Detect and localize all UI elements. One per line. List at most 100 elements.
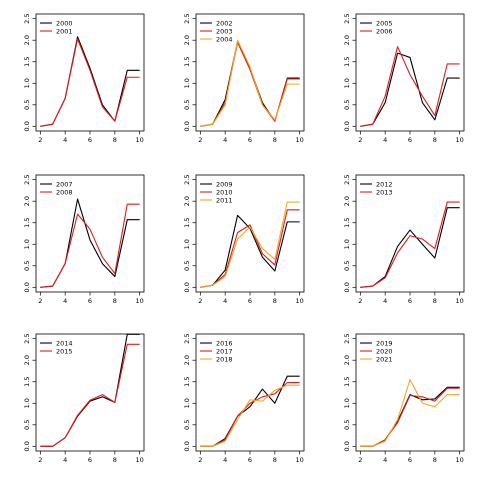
legend-label-2006: 2006 (376, 27, 393, 35)
y-tick-label: 1.5 (23, 218, 31, 228)
legend-label-2000: 2000 (56, 19, 73, 27)
y-tick-label: 2.0 (23, 196, 31, 206)
x-tick-label: 8 (113, 456, 117, 464)
y-tick-label: 2.0 (343, 196, 351, 206)
y-tick-label: 0.5 (183, 100, 191, 110)
y-tick-label: 1.5 (183, 377, 191, 387)
series-line-2000 (40, 36, 140, 127)
y-tick-label: 1.5 (183, 218, 191, 228)
x-tick-label: 4 (63, 297, 67, 305)
series-line-2015 (40, 343, 140, 447)
y-tick-label: 1.0 (343, 398, 351, 408)
plot-frame (195, 13, 305, 132)
x-tick-label: 2 (198, 456, 202, 464)
x-tick-label: 8 (433, 136, 437, 144)
y-tick-label: 1.5 (23, 57, 31, 67)
x-tick-label: 10 (136, 297, 144, 305)
legend-label-2012: 2012 (376, 180, 393, 188)
x-tick-label: 4 (383, 297, 387, 305)
legend-label-2010: 2010 (216, 188, 233, 196)
y-tick-label: 1.0 (343, 239, 351, 249)
series-line-2005 (360, 52, 460, 127)
y-tick-label: 2.5 (343, 14, 351, 24)
plot-frame (355, 174, 465, 293)
y-tick-label: 0.0 (343, 441, 351, 451)
legend-label-2016: 2016 (216, 339, 233, 347)
y-tick-label: 2.5 (343, 175, 351, 185)
legend-label-2009: 2009 (216, 180, 233, 188)
x-tick-label: 4 (223, 456, 227, 464)
plot-frame (35, 174, 145, 293)
x-tick-label: 8 (433, 456, 437, 464)
x-tick-label: 4 (223, 297, 227, 305)
x-tick-label: 8 (113, 136, 117, 144)
x-tick-label: 4 (63, 136, 67, 144)
legend-label-2005: 2005 (376, 19, 393, 27)
y-tick-label: 2.0 (23, 35, 31, 45)
x-tick-label: 8 (433, 297, 437, 305)
y-tick-label: 2.5 (23, 14, 31, 24)
y-tick-label: 1.5 (23, 377, 31, 387)
plot-frame (195, 174, 305, 293)
legend-label-2020: 2020 (376, 347, 393, 355)
x-tick-label: 2 (198, 297, 202, 305)
x-tick-label: 2 (358, 297, 362, 305)
x-tick-label: 10 (296, 136, 304, 144)
x-tick-label: 4 (383, 136, 387, 144)
y-tick-label: 2.0 (343, 355, 351, 365)
y-tick-label: 2.5 (343, 334, 351, 344)
x-tick-label: 6 (88, 136, 92, 144)
series-line-2013 (360, 201, 460, 288)
x-tick-label: 6 (408, 136, 412, 144)
legend-label-2014: 2014 (56, 339, 73, 347)
x-tick-label: 6 (88, 456, 92, 464)
legend-label-2015: 2015 (56, 347, 73, 355)
y-tick-label: 2.0 (183, 35, 191, 45)
x-tick-label: 8 (273, 297, 277, 305)
x-tick-label: 10 (136, 456, 144, 464)
x-tick-label: 10 (136, 136, 144, 144)
x-tick-label: 6 (408, 456, 412, 464)
plot-frame (35, 333, 145, 452)
legend-label-2021: 2021 (376, 355, 393, 363)
y-tick-label: 1.0 (23, 239, 31, 249)
x-tick-label: 2 (38, 456, 42, 464)
y-tick-label: 0.0 (343, 282, 351, 292)
y-tick-label: 1.5 (343, 218, 351, 228)
x-tick-label: 2 (38, 297, 42, 305)
y-tick-label: 0.0 (183, 441, 191, 451)
y-tick-label: 2.5 (183, 175, 191, 185)
x-tick-label: 10 (296, 456, 304, 464)
legend-label-2004: 2004 (216, 35, 233, 43)
x-tick-label: 2 (38, 136, 42, 144)
plot-frame (355, 13, 465, 132)
y-tick-label: 0.5 (343, 100, 351, 110)
y-tick-label: 2.5 (183, 14, 191, 24)
plot-frame (195, 333, 305, 452)
legend-label-2019: 2019 (376, 339, 393, 347)
x-tick-label: 2 (198, 136, 202, 144)
series-line-2001 (40, 38, 140, 127)
y-tick-label: 0.5 (23, 420, 31, 430)
legend-label-2007: 2007 (56, 180, 73, 188)
x-tick-label: 4 (63, 456, 67, 464)
x-tick-label: 6 (248, 297, 252, 305)
x-tick-label: 6 (88, 297, 92, 305)
y-tick-label: 0.0 (183, 282, 191, 292)
y-tick-label: 0.0 (23, 282, 31, 292)
y-tick-label: 0.0 (183, 121, 191, 131)
series-line-2002 (200, 40, 300, 127)
x-tick-label: 8 (273, 136, 277, 144)
series-line-2003 (200, 41, 300, 127)
y-tick-label: 1.5 (183, 57, 191, 67)
series-line-2004 (200, 39, 300, 127)
y-tick-label: 2.0 (23, 355, 31, 365)
series-line-2010 (200, 209, 300, 288)
